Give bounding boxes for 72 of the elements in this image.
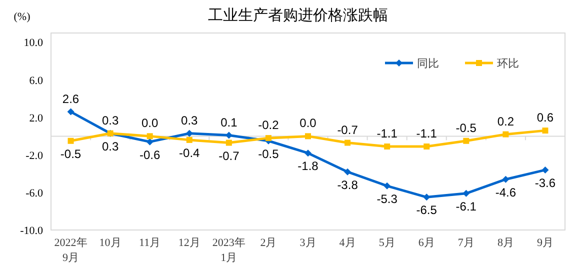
point [344, 168, 352, 176]
point [502, 131, 509, 138]
data-label: -1.8 [298, 159, 319, 174]
x-tick-label: 5月 [378, 237, 396, 249]
data-label: 0.3 [102, 139, 119, 154]
point [146, 138, 154, 146]
x-tick-label: 10月 [99, 237, 122, 249]
y-tick-label: 2.0 [29, 112, 44, 124]
data-label: -6.1 [456, 199, 477, 214]
data-label: -0.2 [258, 118, 280, 132]
data-label: 2.6 [62, 92, 80, 106]
data-label: -0.7 [337, 122, 358, 137]
point [384, 144, 390, 150]
chart-title: 工业生产者购进价格涨跌幅 [208, 6, 388, 24]
data-label: 0.3 [181, 113, 198, 128]
x-tick-label: 9月 [536, 237, 554, 249]
data-label: -6.5 [416, 203, 438, 218]
x-tick-label: 6月 [418, 237, 435, 249]
data-label: -0.4 [179, 146, 200, 160]
point [423, 194, 430, 201]
data-label: -3.8 [337, 178, 358, 192]
point [186, 130, 193, 137]
data-label: -0.5 [456, 120, 477, 135]
x-tick-label: 12月 [178, 237, 200, 249]
point [502, 176, 510, 183]
data-label: -1.1 [376, 126, 398, 141]
data-label: -1.1 [416, 126, 438, 141]
x-tick-label: 11月 [139, 237, 161, 249]
legend-label: 同比 [417, 56, 439, 70]
point [67, 108, 74, 116]
x-tick-label: 2022年 9月 [54, 237, 88, 264]
data-label: 0.0 [300, 116, 317, 130]
point [344, 140, 351, 146]
data-label: 0.2 [497, 114, 514, 128]
y-tick-label: -6.0 [26, 187, 44, 200]
point [304, 150, 312, 157]
x-tick-label: 8月 [497, 237, 514, 249]
data-label: -0.6 [140, 148, 161, 162]
x-tick-label: 2023年 1月 [212, 237, 246, 264]
data-label: 0.1 [220, 115, 238, 130]
point [186, 136, 192, 143]
data-label: -3.6 [534, 176, 556, 190]
y-tick-label: -2.0 [26, 150, 44, 162]
point [305, 133, 311, 140]
y-tick-label: 10.0 [24, 37, 44, 50]
y-tick-label: 6.0 [29, 74, 44, 87]
point [462, 190, 470, 197]
y-tick-label: -10.0 [20, 224, 44, 237]
data-label: 0.0 [142, 116, 159, 130]
x-tick-label: 3月 [300, 237, 316, 249]
data-label: -0.5 [60, 146, 82, 161]
data-label: 0.6 [536, 110, 554, 125]
legend-label: 环比 [497, 56, 519, 70]
point [542, 128, 548, 134]
point [424, 144, 430, 150]
point [225, 132, 232, 139]
point [265, 135, 272, 142]
y-axis-title: (%) [14, 11, 31, 23]
data-label: -5.3 [376, 192, 398, 206]
point [542, 166, 549, 174]
data-label: -0.5 [258, 146, 280, 161]
x-tick-label: 4月 [339, 237, 356, 249]
data-label: -4.6 [495, 185, 516, 200]
x-tick-label: 7月 [458, 237, 474, 249]
data-label: -0.7 [218, 148, 240, 163]
data-label: 0.3 [102, 113, 119, 128]
point [68, 138, 74, 144]
point [226, 140, 232, 146]
point [146, 133, 153, 140]
x-tick-label: 2月 [260, 237, 277, 249]
point [384, 182, 391, 190]
point [463, 138, 470, 144]
